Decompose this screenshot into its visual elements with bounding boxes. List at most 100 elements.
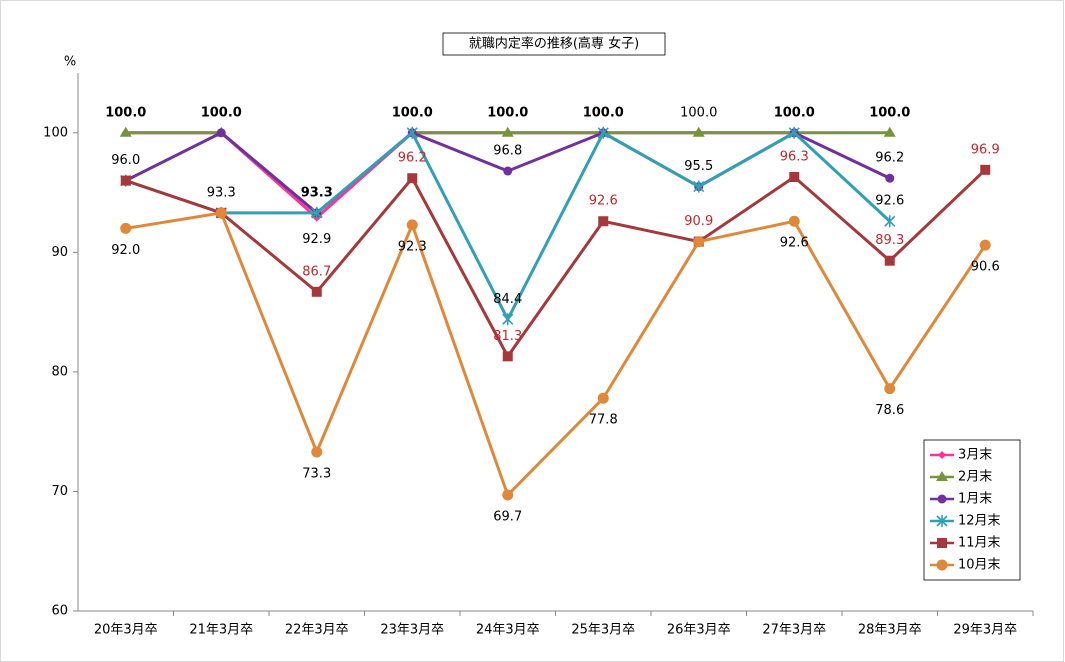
- y-axis-label: %: [64, 55, 76, 70]
- value-label: 96.0: [111, 153, 140, 168]
- value-label: 100.0: [680, 105, 717, 120]
- value-label: 77.8: [589, 413, 618, 428]
- x-tick-label: 27年3月卒: [762, 623, 826, 638]
- value-label: 93.3: [301, 185, 333, 200]
- marker: [693, 236, 705, 248]
- marker: [937, 494, 947, 504]
- marker: [980, 164, 991, 175]
- marker: [884, 383, 896, 395]
- value-label: 100.0: [392, 105, 433, 120]
- value-label: 92.3: [398, 239, 427, 254]
- marker: [406, 219, 418, 231]
- y-tick-label: 90: [51, 245, 68, 260]
- legend-label: 10月末: [958, 558, 1001, 573]
- x-tick-label: 28年3月卒: [858, 623, 922, 638]
- x-tick-label: 20年3月卒: [94, 623, 158, 638]
- marker: [120, 222, 132, 234]
- marker: [120, 175, 131, 186]
- marker: [502, 351, 513, 362]
- marker: [938, 451, 946, 459]
- marker: [119, 126, 132, 137]
- marker: [936, 471, 948, 481]
- legend-label: 2月末: [958, 470, 992, 485]
- value-label: 96.8: [493, 144, 522, 159]
- x-tick-label: 22年3月卒: [285, 623, 349, 638]
- marker: [936, 515, 948, 527]
- y-tick-label: 100: [43, 125, 68, 140]
- x-tick-label: 23年3月卒: [380, 623, 444, 638]
- marker: [598, 216, 609, 227]
- value-label: 96.3: [780, 150, 809, 165]
- marker: [311, 446, 323, 458]
- value-label: 92.6: [780, 236, 809, 251]
- legend-label: 3月末: [958, 448, 992, 463]
- marker: [503, 166, 513, 176]
- value-label: 92.0: [111, 243, 140, 258]
- value-label: 92.6: [589, 194, 618, 209]
- value-label: 96.2: [398, 151, 427, 166]
- y-tick-label: 70: [51, 484, 68, 499]
- value-label: 73.3: [302, 466, 331, 481]
- value-label: 100.0: [201, 105, 242, 120]
- marker: [884, 255, 895, 266]
- value-label: 90.6: [971, 260, 1000, 275]
- legend-label: 1月末: [958, 492, 992, 507]
- value-label: 86.7: [302, 264, 331, 279]
- marker: [311, 206, 323, 219]
- value-label: 96.9: [971, 142, 1000, 157]
- marker: [501, 126, 514, 137]
- marker: [215, 207, 227, 219]
- value-label: 95.5: [684, 159, 713, 174]
- value-label: 100.0: [583, 105, 624, 120]
- marker: [884, 215, 896, 228]
- x-tick-label: 24年3月卒: [476, 623, 540, 638]
- value-label: 93.3: [207, 185, 236, 200]
- marker: [936, 559, 948, 571]
- marker: [407, 173, 418, 184]
- marker: [406, 126, 418, 139]
- x-tick-label: 26年3月卒: [667, 623, 731, 638]
- x-tick-label: 21年3月卒: [189, 623, 253, 638]
- marker: [597, 392, 609, 404]
- value-label: 90.9: [684, 214, 713, 229]
- marker: [979, 239, 991, 251]
- value-label: 100.0: [105, 105, 146, 120]
- marker: [692, 126, 705, 137]
- marker: [502, 489, 514, 501]
- marker: [502, 313, 514, 326]
- x-tick-label: 25年3月卒: [571, 623, 635, 638]
- value-label: 100.0: [774, 105, 815, 120]
- marker: [937, 538, 947, 548]
- value-label: 89.3: [875, 233, 904, 248]
- marker: [885, 173, 895, 183]
- y-tick-label: 60: [51, 604, 68, 619]
- marker: [216, 128, 226, 138]
- title-box: [442, 32, 666, 56]
- marker: [597, 126, 609, 139]
- value-label: 81.3: [493, 329, 522, 344]
- chart-title: 就職内定率の推移(高専 女子): [469, 36, 639, 52]
- legend-label: 11月末: [958, 536, 1001, 551]
- series-line: [125, 211, 987, 498]
- marker: [789, 172, 800, 183]
- marker: [883, 126, 896, 137]
- legend-box: [923, 439, 1021, 581]
- value-label: 84.4: [493, 292, 522, 307]
- marker: [788, 215, 800, 227]
- x-tick-label: 29年3月卒: [953, 623, 1017, 638]
- value-label: 92.6: [875, 194, 904, 209]
- value-label: 78.6: [875, 403, 904, 418]
- value-label: 100.0: [487, 105, 528, 120]
- value-label: 92.9: [302, 232, 331, 247]
- marker: [788, 126, 800, 139]
- y-tick-label: 80: [51, 364, 68, 379]
- marker: [311, 286, 322, 297]
- value-label: 96.2: [875, 151, 904, 166]
- series-line: [125, 168, 987, 360]
- value-label: 100.0: [869, 105, 910, 120]
- marker: [693, 180, 705, 193]
- legend-label: 12月末: [958, 514, 1001, 529]
- value-label: 69.7: [493, 510, 522, 525]
